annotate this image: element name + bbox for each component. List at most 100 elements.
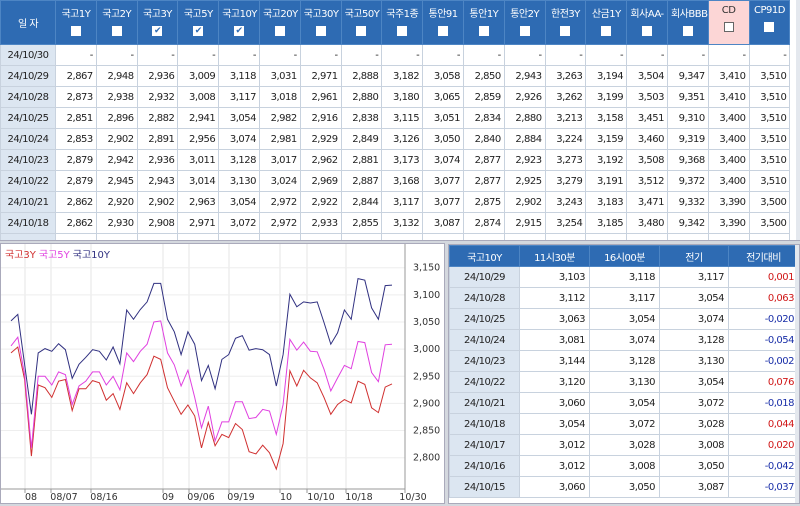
table-row[interactable]: 24/10/29 2,867 2,948 2,936 3,009 3,118 3,031 2,… [0, 65, 791, 87]
table-row[interactable]: 24/10/30- - - - - - - - - - - - - - - - - - [0, 44, 791, 66]
column-checkbox[interactable] [723, 22, 734, 32]
detail-header[interactable]: 16시00분 [589, 245, 660, 267]
rate-cell: 2,862 [55, 212, 97, 234]
change-cell: -0,018 [728, 392, 799, 414]
table-row[interactable]: 24/10/28 2,873 2,938 2,932 3,008 3,117 3,018 2,… [0, 86, 791, 108]
column-checkbox[interactable]: ✔ [193, 26, 204, 36]
column-checkbox[interactable] [764, 22, 775, 32]
rate-cell: - [707, 44, 750, 66]
detail-row[interactable]: 24/10/22 3,120 3,130 3,054 0,076 [449, 371, 799, 393]
column-label: 국고3Y [143, 9, 172, 20]
column-header[interactable]: 통안1Y [462, 0, 505, 45]
detail-header[interactable]: 국고10Y [449, 245, 520, 267]
rate-cell: 3,159 [585, 128, 628, 150]
column-header[interactable]: 국고5Y ✔ [177, 0, 220, 45]
rate-cell: 3,263 [544, 65, 587, 87]
column-header[interactable]: 국고50Y [340, 0, 383, 45]
column-checkbox[interactable]: ✔ [234, 26, 245, 36]
column-checkbox[interactable] [438, 26, 449, 36]
rate-cell: 2,929 [299, 128, 342, 150]
x-tick-label: 09/19 [227, 492, 254, 503]
rate-cell: 3,243 [544, 191, 587, 213]
rate-cell: 9,310 [666, 107, 709, 129]
detail-row[interactable]: 24/10/17 3,012 3,028 3,008 0,020 [449, 434, 799, 456]
table-row[interactable]: 24/10/22 2,879 2,945 2,943 3,014 3,130 3,024 2,… [0, 170, 791, 192]
column-header[interactable]: 한전3Y [544, 0, 587, 45]
detail-row[interactable]: 24/10/24 3,081 3,074 3,128 -0,054 [449, 329, 799, 351]
table-row[interactable]: 24/10/24 2,853 2,902 2,891 2,956 3,074 2,981 2,… [0, 128, 791, 150]
detail-row[interactable]: 24/10/15 3,060 3,050 3,087 -0,037 [449, 476, 799, 498]
column-header[interactable]: CP91D [748, 0, 791, 45]
column-header[interactable]: 국고20Y [258, 0, 301, 45]
column-header[interactable]: 국고30Y [299, 0, 342, 45]
rate-cell: 2,853 [55, 128, 97, 150]
rate-cell: 2,880 [503, 107, 546, 129]
rate-cell: 3,510 [748, 128, 791, 150]
column-header[interactable]: 산금1Y [585, 0, 628, 45]
detail-row[interactable]: 24/10/25 3,063 3,054 3,074 -0,020 [449, 308, 799, 330]
detail-row[interactable]: 24/10/16 3,012 3,008 3,050 -0,042 [449, 455, 799, 477]
value-cell: 3,054 [589, 392, 660, 414]
detail-date: 24/10/23 [449, 350, 520, 372]
table-row[interactable]: 24/10/23 2,879 2,942 2,936 3,011 3,128 3,017 2,… [0, 149, 791, 171]
column-checkbox[interactable] [315, 26, 326, 36]
column-header[interactable]: 국고3Y ✔ [136, 0, 179, 45]
detail-date: 24/10/24 [449, 329, 520, 351]
x-tick-label: 09 [162, 492, 174, 503]
column-checkbox[interactable]: ✔ [152, 26, 163, 36]
vertical-scrollbar[interactable] [796, 0, 800, 240]
rate-cell: - [136, 44, 179, 66]
column-checkbox[interactable] [682, 26, 693, 36]
column-checkbox[interactable] [519, 26, 530, 36]
rate-cell: - [340, 44, 383, 66]
table-row[interactable]: 24/10/25 2,851 2,896 2,882 2,941 3,054 2,982 2,… [0, 107, 791, 129]
detail-header[interactable]: 11시30분 [519, 245, 590, 267]
detail-header[interactable]: 전기 [659, 245, 729, 267]
column-checkbox[interactable] [560, 26, 571, 36]
x-tick-label: 10/10 [307, 492, 334, 503]
table-row[interactable]: 24/10/21 2,862 2,920 2,902 2,963 3,054 2,972 2,… [0, 191, 791, 213]
detail-scrollbar[interactable] [795, 245, 799, 503]
column-label: 국고5Y [183, 9, 213, 20]
rate-cell: - [666, 44, 709, 66]
column-checkbox[interactable] [111, 26, 122, 36]
table-row[interactable]: 24/10/18 2,862 2,930 2,908 2,971 3,072 2,972 2,… [0, 212, 791, 234]
change-cell: -0,002 [728, 350, 799, 372]
column-checkbox[interactable] [642, 26, 653, 36]
column-checkbox[interactable] [601, 26, 612, 36]
detail-row[interactable]: 24/10/29 3,103 3,118 3,117 0,001 [449, 266, 799, 288]
value-cell: 3,063 [519, 308, 590, 330]
column-checkbox[interactable] [70, 26, 81, 36]
x-tick-label: 08/07 [50, 492, 77, 503]
empty-cell [95, 233, 138, 240]
detail-row[interactable]: 24/10/23 3,144 3,128 3,130 -0,002 [449, 350, 799, 372]
column-checkbox[interactable] [274, 26, 285, 36]
detail-header[interactable]: 전기대비 [728, 245, 799, 267]
rate-cell: 3,077 [422, 191, 464, 213]
detail-row[interactable]: 24/10/18 3,054 3,072 3,028 0,044 [449, 413, 799, 435]
rate-cell: - [381, 44, 424, 66]
detail-row[interactable]: 24/10/21 3,060 3,054 3,072 -0,018 [449, 392, 799, 414]
column-header[interactable]: 국고10Y ✔ [218, 0, 260, 45]
value-cell: 3,074 [659, 308, 729, 330]
column-header[interactable]: 회사AA- [626, 0, 668, 45]
empty-cell [666, 233, 709, 240]
empty-cell [177, 233, 220, 240]
column-checkbox[interactable] [397, 26, 408, 36]
column-header[interactable]: 국고1Y [55, 0, 97, 45]
column-header[interactable]: 국주1종 [381, 0, 424, 45]
column-checkbox[interactable] [356, 26, 367, 36]
column-header[interactable]: 국고2Y [95, 0, 138, 45]
rate-cell: - [258, 44, 301, 66]
detail-row[interactable]: 24/10/28 3,112 3,117 3,054 0,063 [449, 287, 799, 309]
rate-cell: 2,926 [503, 86, 546, 108]
rate-cell: 3,054 [218, 107, 260, 129]
column-header[interactable]: CD [707, 0, 750, 45]
column-header[interactable]: 회사BBB- [666, 0, 709, 45]
column-header[interactable]: 통안91 [422, 0, 464, 45]
column-header[interactable]: 통안2Y [503, 0, 546, 45]
rate-cell: 2,884 [503, 128, 546, 150]
column-checkbox[interactable] [478, 26, 489, 36]
rate-cell: - [544, 44, 587, 66]
empty-cell [544, 233, 587, 240]
